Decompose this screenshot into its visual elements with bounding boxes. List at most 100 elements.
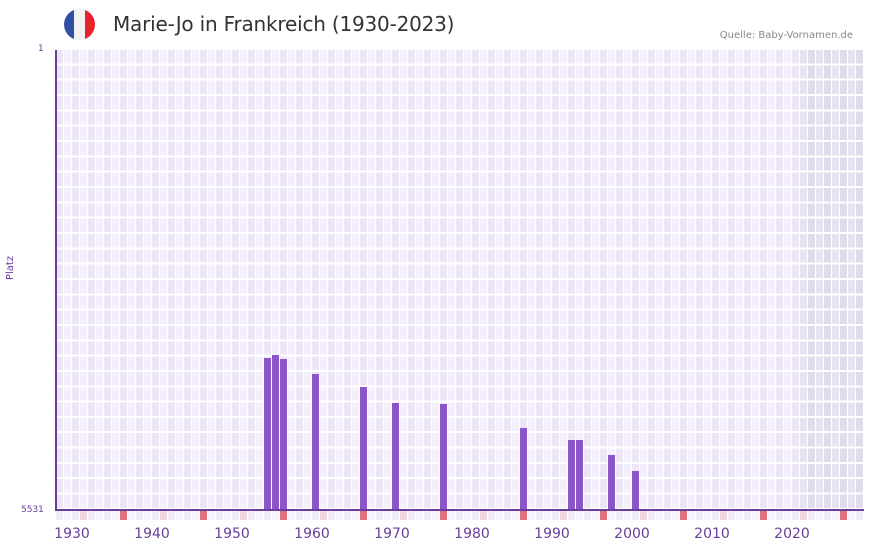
year-tick bbox=[440, 511, 447, 520]
year-tick bbox=[96, 511, 103, 520]
bar-1999[interactable] bbox=[608, 454, 615, 510]
year-tick bbox=[152, 511, 159, 520]
grid-column bbox=[200, 50, 208, 510]
year-tick bbox=[384, 511, 391, 520]
grid-column bbox=[256, 50, 264, 510]
year-tick bbox=[600, 511, 607, 520]
grid-column bbox=[520, 50, 528, 510]
grid-column bbox=[832, 50, 840, 510]
year-tick bbox=[120, 511, 127, 520]
bar-1958[interactable] bbox=[280, 359, 287, 510]
year-tick bbox=[296, 511, 303, 520]
bar-1994[interactable] bbox=[568, 439, 575, 510]
year-tick bbox=[272, 511, 279, 520]
grid-column bbox=[120, 50, 128, 510]
grid-column bbox=[680, 50, 688, 510]
grid-column bbox=[448, 50, 456, 510]
grid-column bbox=[576, 50, 584, 510]
bar-1972[interactable] bbox=[392, 402, 399, 510]
year-tick bbox=[640, 511, 647, 520]
grid-column bbox=[512, 50, 520, 510]
grid-column bbox=[336, 50, 344, 510]
year-tick bbox=[688, 511, 695, 520]
grid-column bbox=[744, 50, 752, 510]
grid-column bbox=[56, 50, 64, 510]
chart-title: Marie-Jo in Frankreich (1930-2023) bbox=[113, 12, 455, 36]
y-tick-bottom: 5531 bbox=[21, 505, 44, 515]
year-tick bbox=[848, 511, 855, 520]
grid-column bbox=[496, 50, 504, 510]
grid-column bbox=[776, 50, 784, 510]
grid-column bbox=[144, 50, 152, 510]
grid-column bbox=[272, 50, 280, 510]
grid-column bbox=[784, 50, 792, 510]
year-tick bbox=[144, 511, 151, 520]
grid-column bbox=[368, 50, 376, 510]
grid-column bbox=[224, 50, 232, 510]
grid-column bbox=[464, 50, 472, 510]
year-tick bbox=[536, 511, 543, 520]
grid-column bbox=[736, 50, 744, 510]
year-tick bbox=[208, 511, 215, 520]
grid-column bbox=[600, 50, 608, 510]
bar-1956[interactable] bbox=[264, 358, 271, 510]
year-tick bbox=[704, 511, 711, 520]
grid-column bbox=[168, 50, 176, 510]
grid-column bbox=[280, 50, 288, 510]
grid-column bbox=[72, 50, 80, 510]
bar-1978[interactable] bbox=[440, 403, 447, 510]
grid-column bbox=[640, 50, 648, 510]
year-tick bbox=[544, 511, 551, 520]
grid-column bbox=[104, 50, 112, 510]
bar-1988[interactable] bbox=[520, 427, 527, 510]
year-tick bbox=[240, 511, 247, 520]
grid-column bbox=[504, 50, 512, 510]
year-tick bbox=[248, 511, 255, 520]
year-tick bbox=[280, 511, 287, 520]
year-tick bbox=[320, 511, 327, 520]
year-tick bbox=[392, 511, 399, 520]
year-tick bbox=[560, 511, 567, 520]
grid-column bbox=[304, 50, 312, 510]
bar-2002[interactable] bbox=[632, 470, 639, 510]
grid-column bbox=[232, 50, 240, 510]
grid-column bbox=[128, 50, 136, 510]
year-tick bbox=[800, 511, 807, 520]
grid-column bbox=[672, 50, 680, 510]
grid-column bbox=[800, 50, 808, 510]
grid-column bbox=[808, 50, 816, 510]
grid-column bbox=[160, 50, 168, 510]
flag-stripe-red bbox=[84, 9, 95, 40]
year-tick bbox=[184, 511, 191, 520]
grid-column bbox=[136, 50, 144, 510]
bar-1995[interactable] bbox=[576, 439, 583, 510]
grid-column bbox=[384, 50, 392, 510]
grid-column bbox=[400, 50, 408, 510]
year-tick bbox=[448, 511, 455, 520]
year-tick bbox=[128, 511, 135, 520]
y-tick-top: 1 bbox=[38, 44, 44, 54]
grid-column bbox=[528, 50, 536, 510]
year-tick bbox=[408, 511, 415, 520]
grid-column bbox=[584, 50, 592, 510]
year-tick bbox=[264, 511, 271, 520]
grid-column bbox=[560, 50, 568, 510]
bar-1968[interactable] bbox=[360, 386, 367, 510]
year-tick bbox=[360, 511, 367, 520]
grid-column bbox=[656, 50, 664, 510]
year-tick bbox=[832, 511, 839, 520]
grid-column bbox=[824, 50, 832, 510]
grid-background bbox=[56, 50, 864, 510]
bar-1962[interactable] bbox=[312, 373, 319, 510]
grid-column bbox=[112, 50, 120, 510]
x-tick-label: 1950 bbox=[214, 526, 250, 542]
year-tick bbox=[376, 511, 383, 520]
year-tick bbox=[232, 511, 239, 520]
x-axis-line bbox=[55, 509, 864, 511]
bar-1957[interactable] bbox=[272, 355, 279, 510]
grid-column bbox=[192, 50, 200, 510]
year-tick bbox=[80, 511, 87, 520]
year-tick bbox=[616, 511, 623, 520]
year-tick bbox=[88, 511, 95, 520]
grid-column bbox=[592, 50, 600, 510]
